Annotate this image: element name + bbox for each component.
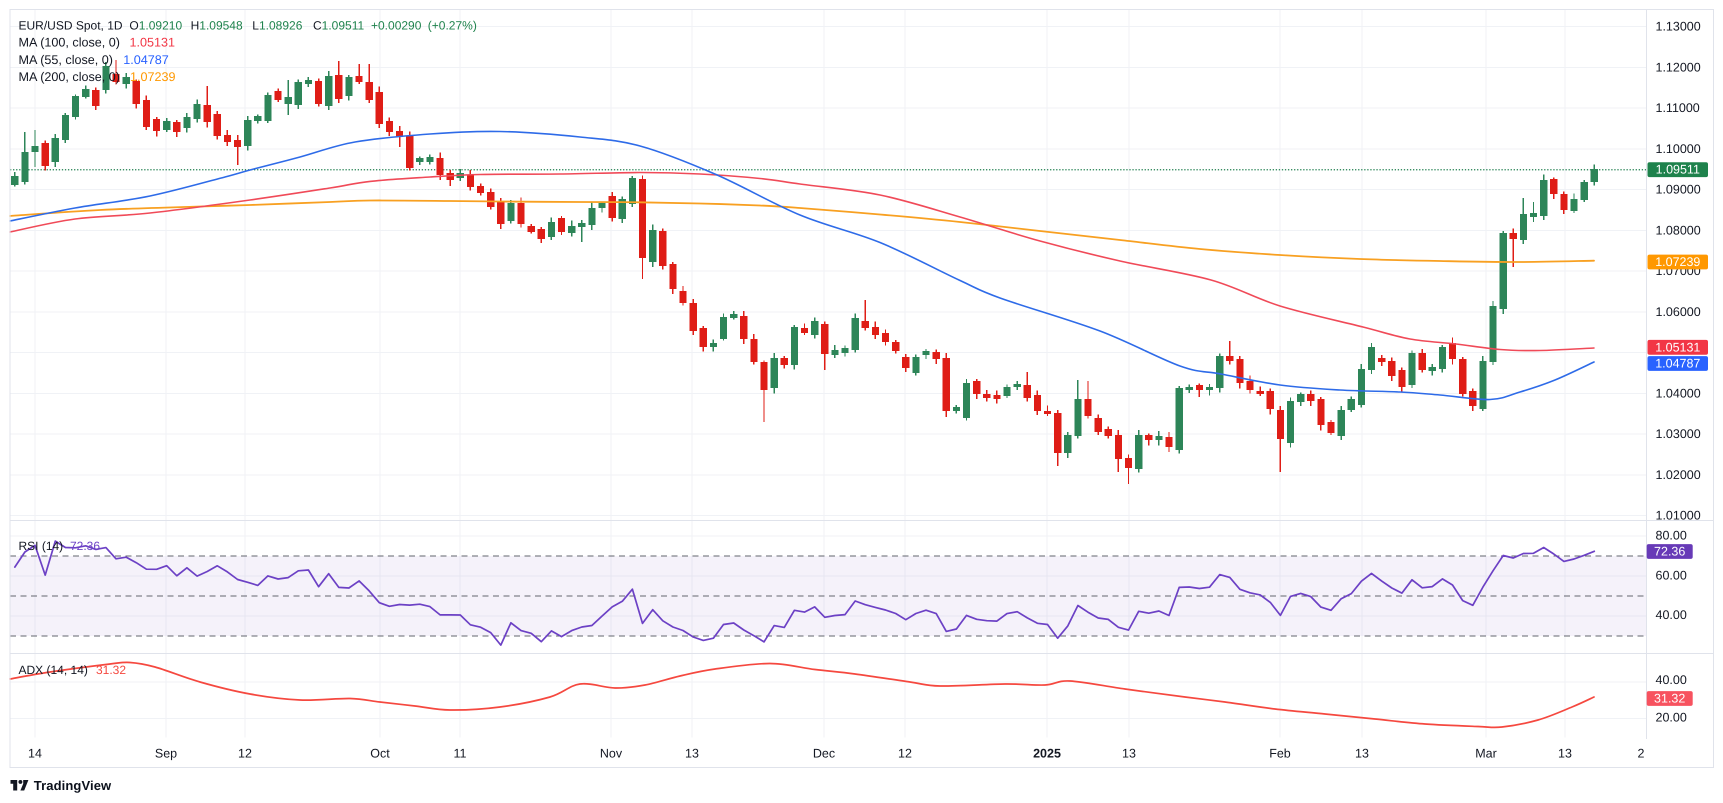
svg-text:13: 13 bbox=[1355, 747, 1369, 761]
svg-text:O1.09210: O1.09210 bbox=[129, 18, 182, 32]
svg-text:2: 2 bbox=[1638, 747, 1645, 761]
svg-text:MA (100, close, 0): MA (100, close, 0) bbox=[19, 35, 121, 49]
svg-text:1.06000: 1.06000 bbox=[1656, 305, 1701, 319]
svg-text:MA (55, close, 0): MA (55, close, 0) bbox=[19, 53, 114, 67]
svg-text:1.07239: 1.07239 bbox=[130, 70, 176, 84]
svg-text:C1.09511: C1.09511 bbox=[313, 18, 364, 32]
svg-text:20.00: 20.00 bbox=[1656, 710, 1687, 724]
svg-text:60.00: 60.00 bbox=[1656, 568, 1687, 582]
svg-text:1.05131: 1.05131 bbox=[130, 35, 176, 49]
svg-text:(+0.27%): (+0.27%) bbox=[428, 18, 477, 32]
svg-text:1.04787: 1.04787 bbox=[123, 53, 169, 67]
svg-text:1.08000: 1.08000 bbox=[1656, 223, 1701, 237]
svg-text:1.02000: 1.02000 bbox=[1656, 468, 1701, 482]
svg-text:Sep: Sep bbox=[155, 747, 177, 761]
svg-text:RSI (14): RSI (14) bbox=[19, 539, 64, 553]
svg-text:1.04787: 1.04787 bbox=[1655, 357, 1700, 371]
svg-text:40.00: 40.00 bbox=[1656, 673, 1687, 687]
svg-text:L1.08926: L1.08926 bbox=[252, 18, 302, 32]
svg-text:80.00: 80.00 bbox=[1656, 529, 1687, 543]
svg-text:H1.09548: H1.09548 bbox=[191, 18, 243, 32]
svg-text:1.09511: 1.09511 bbox=[1656, 163, 1700, 177]
svg-text:ADX (14, 14): ADX (14, 14) bbox=[19, 663, 88, 677]
svg-text:40.00: 40.00 bbox=[1656, 608, 1687, 622]
svg-text:1.13000: 1.13000 bbox=[1656, 20, 1701, 34]
svg-text:1.03000: 1.03000 bbox=[1656, 427, 1701, 441]
svg-text:13: 13 bbox=[1122, 747, 1136, 761]
svg-text:1.11000: 1.11000 bbox=[1656, 101, 1700, 115]
svg-text:MA (200, close, 0): MA (200, close, 0) bbox=[19, 70, 121, 84]
svg-text:1.01000: 1.01000 bbox=[1656, 509, 1701, 523]
svg-text:TradingView: TradingView bbox=[34, 778, 112, 793]
svg-text:1.07239: 1.07239 bbox=[1655, 255, 1700, 269]
svg-text:13: 13 bbox=[685, 747, 699, 761]
svg-text:14: 14 bbox=[28, 747, 42, 761]
svg-text:1.10000: 1.10000 bbox=[1656, 142, 1701, 156]
svg-text:12: 12 bbox=[898, 747, 912, 761]
svg-text:12: 12 bbox=[238, 747, 252, 761]
svg-text:72.36: 72.36 bbox=[70, 539, 100, 553]
svg-text:Feb: Feb bbox=[1269, 747, 1291, 761]
svg-text:72.36: 72.36 bbox=[1654, 545, 1685, 559]
svg-text:+0.00290: +0.00290 bbox=[371, 18, 422, 32]
svg-text:Mar: Mar bbox=[1475, 747, 1497, 761]
svg-text:Oct: Oct bbox=[370, 747, 390, 761]
svg-text:1.04000: 1.04000 bbox=[1656, 386, 1701, 400]
svg-text:11: 11 bbox=[454, 747, 467, 761]
svg-text:2025: 2025 bbox=[1033, 747, 1061, 761]
svg-text:31.32: 31.32 bbox=[96, 663, 126, 677]
svg-text:EUR/USD Spot, 1D: EUR/USD Spot, 1D bbox=[19, 18, 123, 32]
svg-text:1.12000: 1.12000 bbox=[1656, 60, 1701, 74]
svg-text:1.05131: 1.05131 bbox=[1655, 340, 1700, 354]
svg-text:Nov: Nov bbox=[600, 747, 623, 761]
svg-text:13: 13 bbox=[1558, 747, 1572, 761]
svg-text:31.32: 31.32 bbox=[1654, 692, 1685, 706]
svg-text:Dec: Dec bbox=[813, 747, 835, 761]
svg-text:1.09000: 1.09000 bbox=[1656, 183, 1701, 197]
